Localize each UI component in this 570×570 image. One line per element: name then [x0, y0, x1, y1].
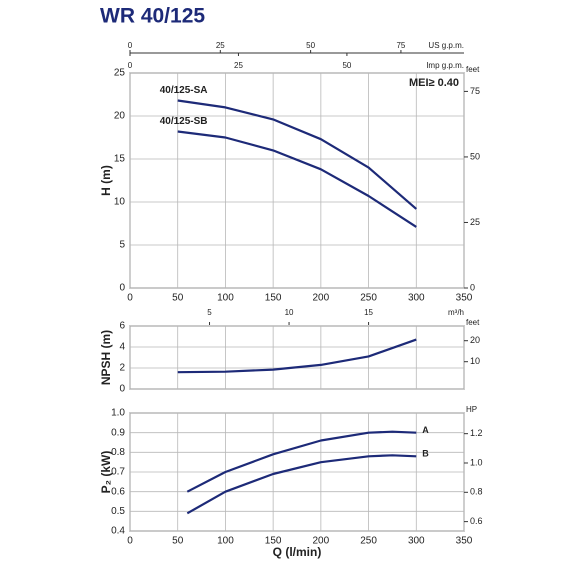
- y2-tick-label: 20: [470, 335, 480, 345]
- y-tick-label: 1.0: [111, 408, 125, 419]
- x-tick-label: 250: [360, 293, 377, 304]
- y2-tick-label: 0.6: [470, 516, 483, 526]
- x2-tick-label: 5: [207, 308, 212, 317]
- x2-tick-label: 75: [396, 41, 405, 50]
- x-axis-label: Q (l/min): [273, 545, 322, 559]
- y2-axis-label: HP: [466, 405, 477, 414]
- y-tick-label: 0.9: [111, 427, 125, 438]
- x2-tick-label: 10: [285, 308, 294, 317]
- x2-axis-label: Imp g.p.m.: [426, 61, 464, 70]
- y2-tick-label: 25: [470, 217, 480, 227]
- y-tick-label: 0: [119, 283, 125, 294]
- x2-tick-label: 50: [306, 41, 315, 50]
- x-tick-label: 50: [172, 536, 184, 547]
- curve: [186, 454, 417, 515]
- series-label: 40/125-SA: [160, 85, 208, 96]
- x-tick-label: 300: [408, 293, 425, 304]
- curve: [177, 99, 418, 210]
- x2-tick-label: 25: [234, 61, 243, 70]
- y-tick-label: 20: [114, 111, 126, 122]
- y-tick-label: 2: [119, 363, 125, 374]
- curve: [186, 430, 417, 493]
- x-tick-label: 0: [127, 536, 133, 547]
- x-tick-label: 0: [127, 293, 133, 304]
- y-tick-label: 0.5: [111, 506, 125, 517]
- curve: [177, 338, 417, 374]
- y2-tick-label: 1.2: [470, 428, 483, 438]
- plot-frame: [129, 325, 465, 390]
- x-tick-label: 100: [217, 293, 234, 304]
- y-tick-label: 6: [119, 321, 125, 332]
- y-tick-label: 25: [114, 68, 126, 79]
- x-tick-label: 350: [456, 293, 473, 304]
- y2-tick-label: 75: [470, 86, 480, 96]
- y-tick-label: 0: [119, 384, 125, 395]
- x-tick-label: 200: [313, 536, 330, 547]
- plot-frame: [129, 72, 465, 289]
- x-tick-label: 350: [456, 536, 473, 547]
- y-tick-label: 4: [119, 342, 125, 353]
- y2-tick-label: 1.0: [470, 457, 483, 467]
- x2-axis-label: US g.p.m.: [428, 41, 464, 50]
- series-label: 40/125-SB: [160, 116, 208, 127]
- x-tick-label: 100: [217, 536, 234, 547]
- y-tick-label: 0.8: [111, 447, 125, 458]
- annotation: MEI≥ 0.40: [409, 77, 459, 89]
- x-tick-label: 50: [172, 293, 184, 304]
- y-tick-label: 15: [114, 154, 126, 165]
- x2-tick-label: 50: [342, 61, 351, 70]
- x-tick-label: 150: [265, 536, 282, 547]
- y2-axis-label: feet: [466, 65, 480, 74]
- y2-tick-label: 10: [470, 356, 480, 366]
- x-tick-label: 150: [265, 293, 282, 304]
- y-tick-label: 0.6: [111, 486, 125, 497]
- x-tick-label: 300: [408, 536, 425, 547]
- x2-tick-label: 15: [364, 308, 373, 317]
- chart-title: WR 40/125: [100, 5, 205, 28]
- x2-tick-label: 0: [128, 61, 133, 70]
- x2-tick-label: 25: [216, 41, 225, 50]
- y-tick-label: 5: [119, 240, 125, 251]
- y2-axis-label: feet: [466, 318, 480, 327]
- x-tick-label: 250: [360, 536, 377, 547]
- y-tick-label: 0.4: [111, 526, 125, 537]
- curve: [177, 130, 417, 228]
- y-axis-label: P₂ (kW): [99, 451, 113, 494]
- series-label: A: [422, 425, 429, 435]
- series-label: B: [422, 449, 429, 459]
- y2-tick-label: 50: [470, 151, 480, 161]
- x2-axis-label: m³/h: [448, 308, 464, 317]
- x-tick-label: 200: [313, 293, 330, 304]
- y-axis-label: NPSH (m): [99, 330, 113, 385]
- y-tick-label: 10: [114, 197, 126, 208]
- y-tick-label: 0.7: [111, 467, 125, 478]
- y2-tick-label: 0: [470, 282, 475, 292]
- x2-tick-label: 0: [128, 41, 133, 50]
- y2-tick-label: 0.8: [470, 487, 483, 497]
- y-axis-label: H (m): [99, 165, 113, 196]
